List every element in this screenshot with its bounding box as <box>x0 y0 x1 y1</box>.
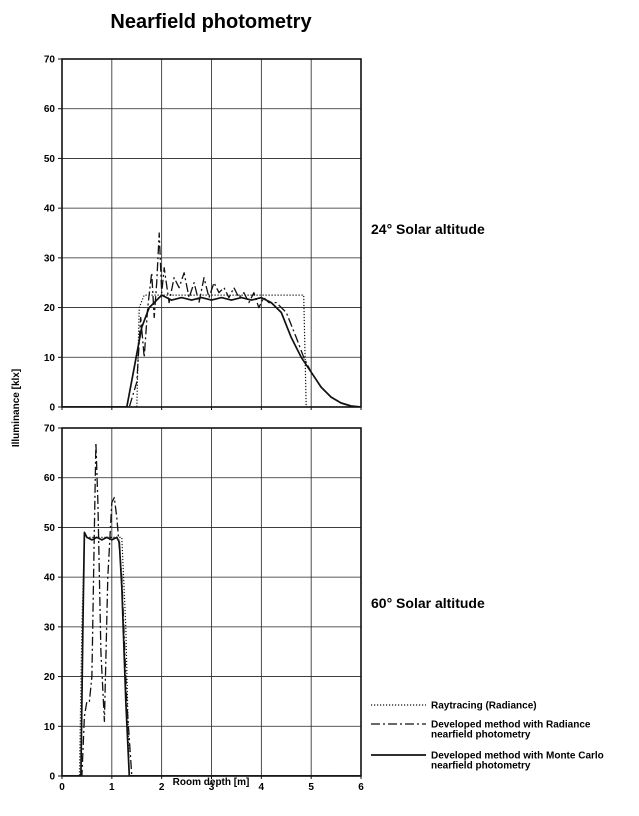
series-group <box>62 442 361 776</box>
y-tick-label: 40 <box>44 204 56 215</box>
y-tick-label: 50 <box>44 154 56 165</box>
legend-label: Developed method with Monte Carlo <box>431 751 604 762</box>
x-tick-label: 4 <box>259 782 265 793</box>
y-tick-label: 60 <box>44 104 56 115</box>
x-tick-label: 6 <box>358 782 364 793</box>
y-tick-label: 60 <box>44 473 56 484</box>
x-tick-label: 0 <box>59 782 65 793</box>
legend-label: nearfield photometry <box>431 761 531 772</box>
y-tick-label: 30 <box>44 253 56 264</box>
legend-label: nearfield photometry <box>431 730 531 741</box>
y-tick-label: 50 <box>44 523 56 534</box>
panel-2: 0 10 20 30 40 50 60 70 0 1 2 3 4 5 6 60° Solar altitude <box>44 424 485 794</box>
x-tick-label: 1 <box>109 782 115 793</box>
series-line-dashdot <box>62 232 361 407</box>
y-tick-label: 30 <box>44 622 56 633</box>
y-tick-label: 10 <box>44 722 56 733</box>
series-line-solid <box>62 294 361 407</box>
y-tick-label: 0 <box>49 403 55 414</box>
series-group <box>62 232 361 407</box>
y-tick-label: 10 <box>44 353 56 364</box>
y-tick-label: 70 <box>44 55 56 66</box>
panel-1: 0 10 20 30 40 50 60 70 24° Solar altitude <box>44 55 485 414</box>
chart-title: Nearfield photometry <box>110 11 312 33</box>
y-axis-label: Illuminance [klx] <box>11 369 22 447</box>
y-tick-label: 0 <box>49 772 55 783</box>
x-tick-label: 2 <box>159 782 165 793</box>
series-line-solid <box>62 531 361 776</box>
y-tick-label: 70 <box>44 424 56 435</box>
legend: Raytracing (Radiance) Developed method wi… <box>371 701 604 772</box>
y-tick-label: 40 <box>44 573 56 584</box>
y-tick-label: 20 <box>44 303 56 314</box>
legend-label: Raytracing (Radiance) <box>431 701 537 712</box>
x-tick-label: 5 <box>308 782 314 793</box>
panel-label: 60° Solar altitude <box>371 595 485 611</box>
panel-label: 24° Solar altitude <box>371 221 485 237</box>
legend-label: Developed method with Radiance <box>431 720 591 731</box>
y-tick-label: 20 <box>44 672 56 683</box>
x-tick-label: 3 <box>209 782 215 793</box>
x-axis-label: Room depth [m] <box>173 777 250 788</box>
